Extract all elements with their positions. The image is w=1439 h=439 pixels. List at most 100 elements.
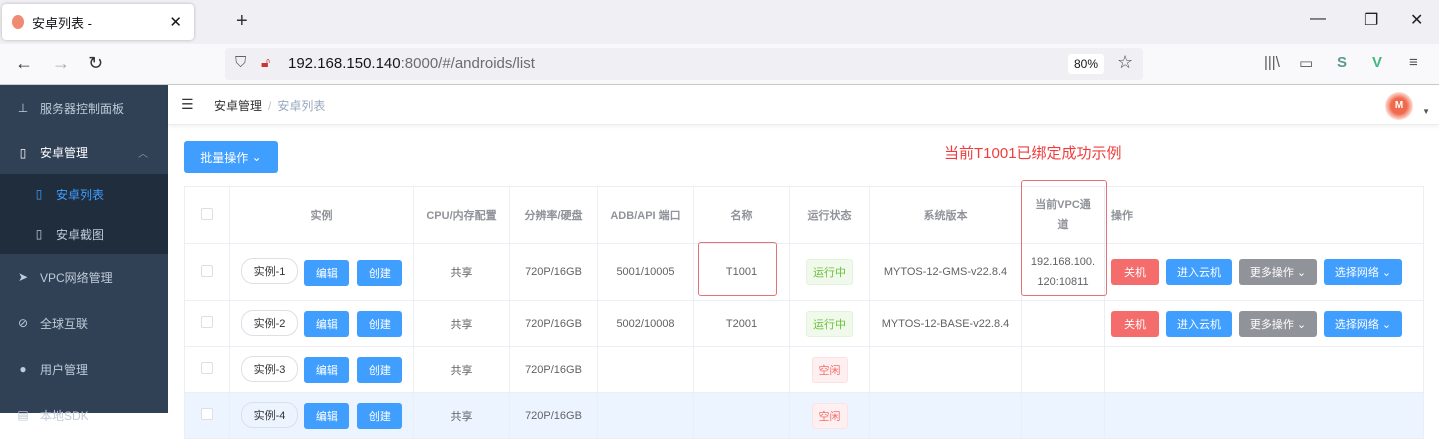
enter-cloud-button[interactable]: 进入云机: [1166, 259, 1232, 285]
document-icon: ▤: [17, 408, 29, 422]
create-button[interactable]: 创建: [357, 403, 403, 430]
extension-s-icon[interactable]: S: [1337, 54, 1348, 71]
row-select[interactable]: [184, 243, 230, 301]
sidebar-item-android-list[interactable]: ▯ 安卓列表: [0, 174, 168, 214]
checkbox[interactable]: [201, 316, 213, 328]
col-header: 分辨率/硬盘: [509, 186, 598, 244]
os-cell: [869, 346, 1022, 393]
restore-icon[interactable]: ❐: [1364, 12, 1379, 29]
status-badge: 运行中: [806, 259, 853, 285]
library-icon[interactable]: |||\: [1264, 54, 1280, 71]
name-cell: [693, 392, 790, 439]
col-header: 实例: [229, 186, 414, 244]
shutdown-button[interactable]: 关机: [1111, 310, 1159, 337]
new-tab-icon[interactable]: +: [236, 10, 248, 32]
resolution-cell: 720P/16GB: [509, 392, 598, 439]
avatar[interactable]: M: [1385, 92, 1413, 120]
checkbox[interactable]: [201, 408, 213, 420]
menu-icon[interactable]: ≡: [1409, 54, 1418, 71]
sidebar-item-sdk[interactable]: ▤ 本地SDK: [0, 392, 168, 438]
enter-cloud-button[interactable]: 进入云机: [1166, 310, 1232, 337]
shield-icon[interactable]: ⛉: [235, 54, 247, 71]
edit-button[interactable]: 编辑: [304, 311, 350, 338]
more-actions-button[interactable]: 更多操作 ⌄: [1239, 259, 1317, 285]
breadcrumb: 安卓管理 / 安卓列表: [214, 99, 326, 113]
checkbox[interactable]: [201, 207, 213, 220]
select-all[interactable]: [184, 186, 230, 244]
label: 安卓列表: [56, 187, 105, 202]
minimize-icon[interactable]: —: [1310, 10, 1326, 27]
sidebar-item-users[interactable]: ● 用户管理: [0, 346, 168, 392]
chevron-down-icon: ⌄: [1381, 267, 1392, 279]
label: 更多操作: [1249, 267, 1294, 279]
close-window-icon[interactable]: ✕: [1410, 12, 1424, 29]
cpu-cell: 共享: [413, 346, 510, 393]
forward-icon[interactable]: →: [52, 53, 70, 73]
sidebar-icon[interactable]: ▭: [1299, 55, 1314, 72]
link-icon: ⊘: [17, 316, 29, 330]
status-cell: 运行中: [789, 300, 870, 347]
select-network-button[interactable]: 选择网络 ⌄: [1324, 310, 1402, 337]
label: 批量操作: [200, 150, 249, 165]
edit-button[interactable]: 编辑: [304, 403, 350, 430]
name-cell: [693, 346, 790, 393]
sidebar-item-vpc[interactable]: ➤ VPC网络管理: [0, 254, 168, 300]
col-header: 名称: [693, 186, 790, 244]
more-actions-button[interactable]: 更多操作 ⌄: [1239, 310, 1317, 337]
back-icon[interactable]: ←: [15, 53, 33, 73]
edit-button[interactable]: 编辑: [304, 357, 350, 384]
app-header: ☰ 安卓管理 / 安卓列表 M ▼: [168, 85, 1439, 125]
edit-button[interactable]: 编辑: [304, 259, 350, 286]
row-select[interactable]: [184, 300, 230, 347]
vpc-cell: [1021, 392, 1105, 439]
annotation-text: 当前T1001已绑定成功示例: [944, 145, 1122, 162]
checkbox[interactable]: [201, 264, 213, 277]
batch-operation-button[interactable]: 批量操作 ⌄: [184, 141, 278, 173]
row-select[interactable]: [184, 346, 230, 393]
reload-icon[interactable]: ↻: [88, 53, 104, 73]
table-row: 实例-3 编辑 创建 共享 720P/16GB 空闲: [184, 346, 1424, 393]
vue-devtools-icon[interactable]: V: [1372, 54, 1383, 71]
sidebar-item-dashboard[interactable]: ⊥ 服务器控制面板: [0, 85, 168, 131]
shutdown-button[interactable]: 关机: [1111, 259, 1159, 285]
sidebar: ⊥ 服务器控制面板 ▯ 安卓管理 ︿ ▯ 安卓列表 ▯ 安卓截图 ➤ VPC网络管理 ⊘ 全球…: [0, 85, 168, 423]
insecure-lock-icon[interactable]: 🔓︎: [261, 54, 271, 70]
breadcrumb-item[interactable]: 安卓管理: [214, 99, 263, 113]
port-cell: [597, 346, 694, 393]
label: 选择网络: [1334, 267, 1379, 279]
sidebar-item-android[interactable]: ▯ 安卓管理 ︿: [0, 131, 168, 174]
resolution-cell: 720P/16GB: [509, 346, 598, 393]
col-header: CPU/内存配置: [413, 186, 510, 244]
row-select[interactable]: [184, 392, 230, 439]
checkbox[interactable]: [201, 362, 213, 374]
sidebar-item-android-screenshot[interactable]: ▯ 安卓截图: [0, 214, 168, 254]
col-header: 系统版本: [869, 186, 1022, 244]
zoom-level[interactable]: 80%: [1068, 54, 1105, 74]
url-field[interactable]: ⛉ 🔓︎ 192.168.150.140:8000/#/androids/lis…: [225, 48, 1143, 80]
highlight-box-name: [698, 242, 777, 296]
create-button[interactable]: 创建: [357, 357, 403, 384]
col-header: 当前VPC通道: [1021, 186, 1105, 244]
caret-down-icon[interactable]: ▼: [1422, 107, 1430, 116]
create-button[interactable]: 创建: [357, 311, 403, 338]
phone-icon: ▯: [35, 227, 43, 241]
hamburger-icon[interactable]: ☰: [181, 96, 194, 112]
instance-cell: 实例-1 编辑 创建: [229, 243, 414, 301]
select-network-button[interactable]: 选择网络 ⌄: [1324, 259, 1402, 285]
chevron-down-icon: ⌄: [251, 150, 262, 164]
url-host: 192.168.150.140: [288, 55, 401, 72]
sidebar-item-global[interactable]: ⊘ 全球互联: [0, 300, 168, 346]
browser-tab[interactable]: 安卓列表 - ✕: [2, 4, 194, 40]
user-icon: ●: [19, 362, 27, 376]
create-button[interactable]: 创建: [357, 259, 403, 286]
sitemap-icon: ⊥: [17, 101, 29, 115]
phone-icon: ▯: [19, 145, 27, 160]
bookmark-star-icon[interactable]: ☆: [1117, 52, 1134, 72]
instance-cell: 实例-2 编辑 创建: [229, 300, 414, 347]
vpc-cell: [1021, 300, 1105, 347]
phone-icon: ▯: [35, 187, 43, 201]
close-tab-icon[interactable]: ✕: [169, 14, 182, 31]
label: 本地SDK: [40, 408, 89, 423]
instance-tag: 实例-3: [240, 355, 299, 382]
table-row: 实例-1 编辑 创建 共享 720P/16GB 5001/10005 T1001 运…: [184, 243, 1424, 301]
